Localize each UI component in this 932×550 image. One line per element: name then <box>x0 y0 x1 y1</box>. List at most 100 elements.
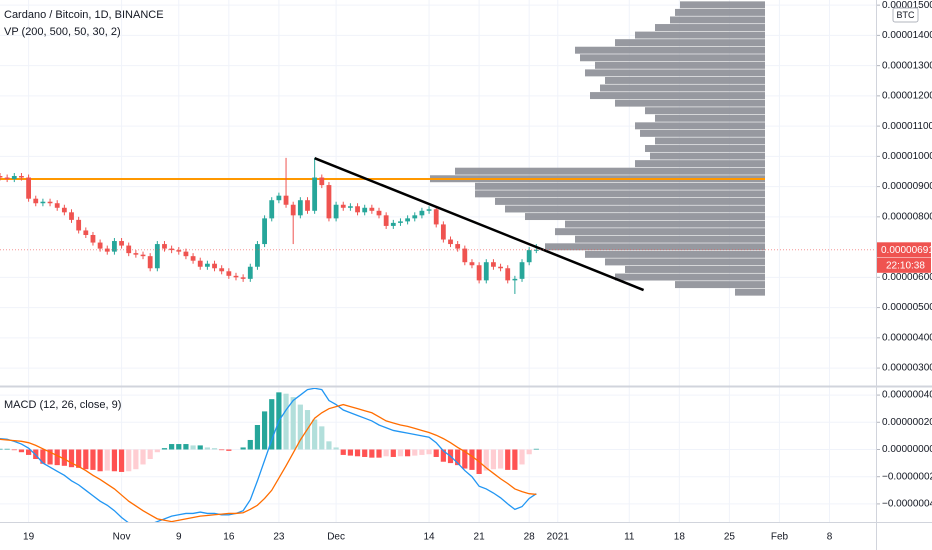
y-tick-label: 0.00000040 <box>882 390 932 401</box>
candle-body <box>355 206 360 213</box>
y-tick-label: 0.00000400 <box>882 332 932 343</box>
histogram-bar <box>26 449 32 455</box>
x-tick-label: 2021 <box>547 532 570 543</box>
candle-body <box>119 241 124 246</box>
volume-profile-row <box>475 182 765 190</box>
x-tick-label: 11 <box>624 532 635 543</box>
x-tick-label: 23 <box>273 532 285 543</box>
candle-body <box>476 265 482 281</box>
x-tick-label: 8 <box>827 532 833 543</box>
volume-profile-row <box>590 92 765 100</box>
histogram-bar <box>383 449 389 457</box>
x-tick-label: Feb <box>771 532 789 543</box>
histogram-bar <box>483 449 489 471</box>
histogram-bar <box>319 426 325 450</box>
histogram-bar <box>0 448 3 450</box>
volume-profile-row <box>670 16 765 24</box>
histogram-bar <box>247 439 253 450</box>
histogram-bar <box>433 449 439 457</box>
histogram-bar <box>490 449 497 470</box>
histogram-bar <box>419 449 425 455</box>
candle-body <box>383 215 389 226</box>
candle-body <box>319 177 325 186</box>
candle-body <box>512 278 518 281</box>
y-tick-label: 0.00000600 <box>882 272 932 283</box>
histogram-bar <box>333 447 339 450</box>
macd-line <box>0 388 537 522</box>
x-tick-label: 25 <box>724 532 736 543</box>
candle-body <box>233 275 239 278</box>
candle-body <box>47 201 53 204</box>
candle-body <box>405 218 411 222</box>
histogram-bar <box>326 441 332 450</box>
histogram-bar <box>226 449 232 451</box>
histogram-bar <box>347 449 353 456</box>
histogram-bar <box>376 449 382 458</box>
histogram-bar <box>261 411 268 450</box>
candle-body <box>462 248 468 263</box>
histogram-bar <box>455 449 461 466</box>
histogram-bar <box>90 449 96 470</box>
candle-body <box>240 277 246 279</box>
histogram-bar <box>369 449 375 458</box>
candle-body <box>276 195 282 201</box>
y-tick-label: 0.00000900 <box>882 181 932 192</box>
candle-body <box>226 271 232 276</box>
candle-body <box>340 204 346 208</box>
histogram-bar <box>54 449 60 466</box>
candle-body <box>212 263 217 269</box>
candle-body <box>112 241 117 252</box>
candle-body <box>412 215 418 219</box>
histogram-bar <box>219 449 225 451</box>
candle-body <box>326 185 332 219</box>
volume-profile-row <box>525 213 765 221</box>
candle-body <box>126 245 132 254</box>
x-tick-label: 18 <box>674 532 686 543</box>
y-tick-label: 0.00001000 <box>882 151 932 162</box>
macd-pane <box>0 388 539 522</box>
x-tick-label: 9 <box>176 532 182 543</box>
volume-profile-row <box>735 288 765 296</box>
histogram-bar <box>397 449 404 457</box>
histogram-bar <box>76 449 82 468</box>
histogram-bar <box>190 445 196 450</box>
candle-body <box>269 200 275 219</box>
candle-body <box>455 244 461 249</box>
histogram-bar <box>61 449 67 466</box>
candle-body <box>255 244 260 267</box>
volume-profile-row <box>605 258 765 266</box>
candle-body <box>469 262 475 266</box>
candle-body <box>40 201 46 204</box>
volume-profile-row <box>585 250 765 258</box>
histogram-bar <box>4 448 10 450</box>
volume-profile-row <box>635 160 765 168</box>
x-tick-label: 28 <box>524 532 536 543</box>
candle-body <box>26 177 32 199</box>
histogram-bar <box>126 449 132 472</box>
y-tick-label: −0.00000020 <box>882 471 932 482</box>
histogram-bar <box>312 419 318 450</box>
histogram-bar <box>240 447 246 450</box>
volume-profile-row <box>580 54 765 62</box>
candle-body <box>147 256 153 269</box>
y-tick-label: 0.00001100 <box>882 121 932 132</box>
x-tick-label: 21 <box>474 532 486 543</box>
histogram-bar <box>497 449 504 469</box>
candle-body <box>333 204 339 219</box>
x-tick-label: 14 <box>423 532 435 543</box>
histogram-bar <box>176 444 182 450</box>
candle-body <box>390 222 396 226</box>
volume-profile-row <box>635 122 765 130</box>
unit-box[interactable] <box>892 7 919 23</box>
candle-body <box>76 219 82 231</box>
candle-body <box>204 263 210 267</box>
x-tick-label: Nov <box>113 532 131 543</box>
volume-profile-row <box>635 31 765 39</box>
volume-profile-row <box>595 61 765 69</box>
histogram-bar <box>390 449 396 457</box>
volume-profile-row <box>655 137 765 145</box>
histogram-bar <box>290 397 296 450</box>
volume-profile-row <box>655 114 765 122</box>
histogram-bar <box>340 449 346 455</box>
candle-body <box>162 244 167 249</box>
